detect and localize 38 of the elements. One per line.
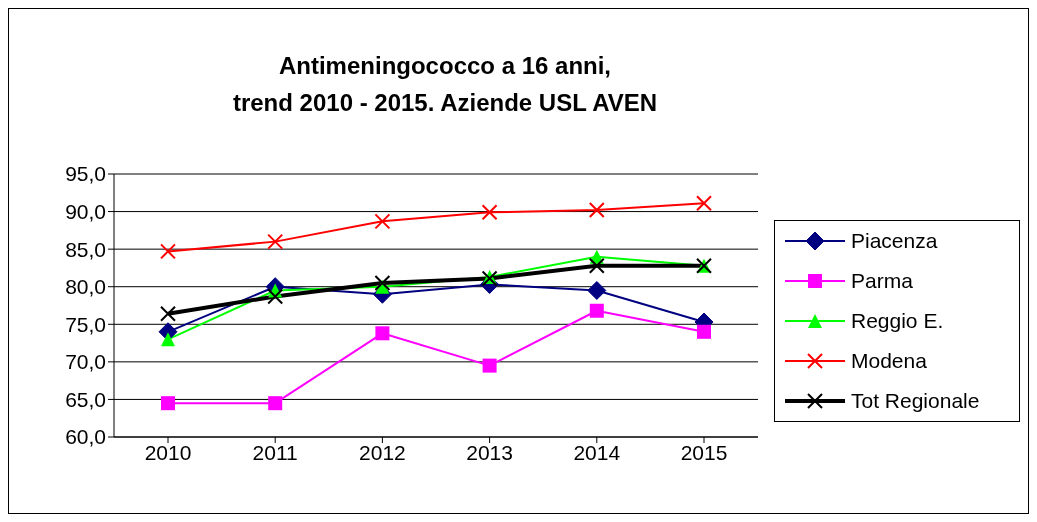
x-tick-label: 2015	[680, 440, 728, 464]
point	[482, 358, 497, 373]
point	[267, 288, 284, 305]
y-tick-label: 90,0	[65, 200, 106, 224]
point	[267, 233, 284, 250]
y-tick-label: 65,0	[65, 387, 106, 411]
point	[697, 324, 711, 339]
point	[588, 202, 605, 219]
legend-label: Parma	[851, 268, 913, 293]
chart-title: Antimeningococco a 16 anni, trend 2010 - 2015. Aziende USL AVEN	[231, 51, 659, 118]
point	[161, 332, 175, 347]
x-tick-label: 2013	[466, 440, 513, 464]
x-tick-label: 2012	[359, 440, 406, 464]
legend-label: Reggio E.	[851, 308, 944, 333]
y-tick-label: 95,0	[65, 162, 106, 186]
point	[160, 305, 176, 322]
x-tick-label: 2011	[252, 440, 298, 464]
y-tick-label: 85,0	[65, 237, 106, 261]
point	[696, 195, 712, 212]
point	[589, 303, 604, 318]
legend-label: Tot Regionale	[851, 388, 980, 413]
legend-label: Piacenza	[851, 228, 938, 253]
point	[268, 396, 283, 411]
point	[588, 257, 605, 274]
point	[375, 326, 390, 341]
point	[481, 204, 498, 221]
point	[374, 274, 391, 291]
x-tick-label: 2014	[573, 440, 621, 464]
point	[160, 243, 176, 260]
point	[161, 396, 175, 411]
y-tick-label: 75,0	[65, 312, 106, 336]
y-tick-label: 60,0	[65, 425, 106, 449]
y-tick-label: 80,0	[65, 275, 106, 299]
legend-label: Modena	[851, 348, 927, 373]
point	[587, 280, 607, 300]
point	[374, 213, 391, 230]
y-tick-label: 70,0	[65, 350, 106, 374]
x-tick-label: 2010	[144, 440, 192, 464]
